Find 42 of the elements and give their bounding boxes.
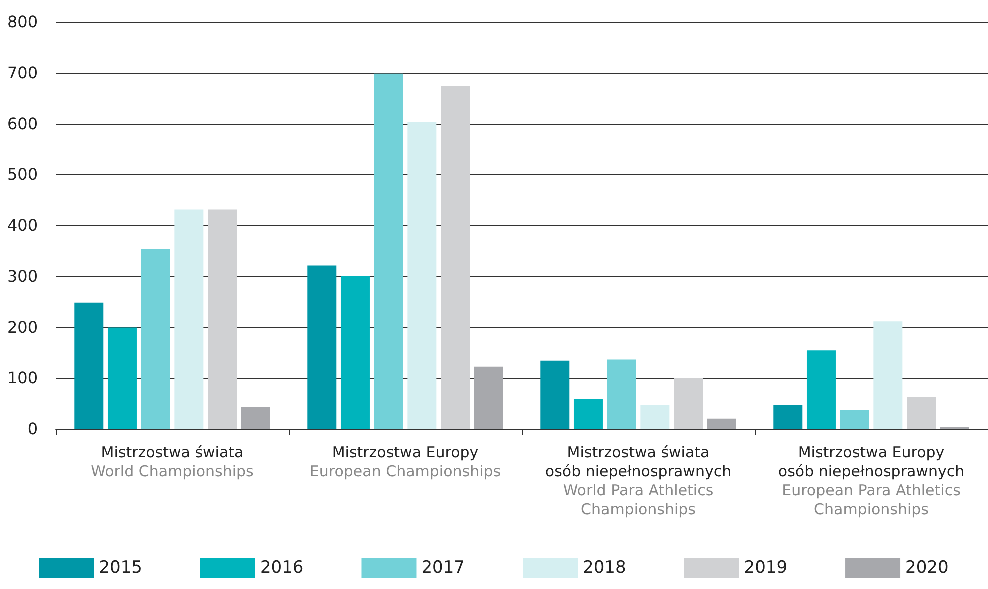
bar <box>241 407 270 429</box>
bar <box>907 396 936 429</box>
y-tick-label: 200 <box>7 318 38 337</box>
y-tick-label: 100 <box>7 368 38 388</box>
y-tick-label: 400 <box>7 216 38 235</box>
bar <box>774 405 803 429</box>
legend-label: 2015 <box>99 558 142 578</box>
y-tick-label: 700 <box>7 63 38 82</box>
bar <box>574 398 603 429</box>
bar <box>408 122 437 429</box>
x-tick-label: Mistrzostwa Europy European Championships <box>310 444 502 480</box>
bar <box>174 210 204 429</box>
bar <box>607 360 636 429</box>
bar <box>441 86 470 429</box>
bar <box>707 418 736 429</box>
bar <box>308 266 337 429</box>
y-tick-label: 800 <box>7 12 38 32</box>
y-tick-label: 300 <box>7 266 38 286</box>
legend-label: 2018 <box>583 558 626 578</box>
bar <box>874 322 903 429</box>
legend-label: 2016 <box>260 558 304 578</box>
y-tick-label: 0 <box>28 420 38 438</box>
bar <box>474 366 504 429</box>
bar <box>108 328 137 429</box>
bar <box>674 378 704 429</box>
bar <box>374 74 404 429</box>
x-tick-label: Mistrzostwa Europy osób niepełnosprawnych European Para Athletics Championships <box>778 444 965 518</box>
bar <box>806 350 836 429</box>
bar <box>208 210 238 429</box>
bar <box>141 249 170 429</box>
bar <box>840 410 870 429</box>
legend-label: 2017 <box>422 558 465 578</box>
y-tick-label: 500 <box>7 165 38 184</box>
y-tick-label: 600 <box>7 114 38 134</box>
bar <box>640 405 670 429</box>
bar <box>340 276 370 429</box>
x-tick-label: Mistrzostwa świata World Championships <box>91 444 254 480</box>
bar <box>74 302 104 429</box>
x-tick-label: Mistrzostwa świata osób niepełnosprawnych World Para Athletics Championships <box>545 444 732 518</box>
legend-label: 2019 <box>744 558 788 578</box>
bar <box>540 360 570 429</box>
legend-label: 2020 <box>906 558 949 578</box>
